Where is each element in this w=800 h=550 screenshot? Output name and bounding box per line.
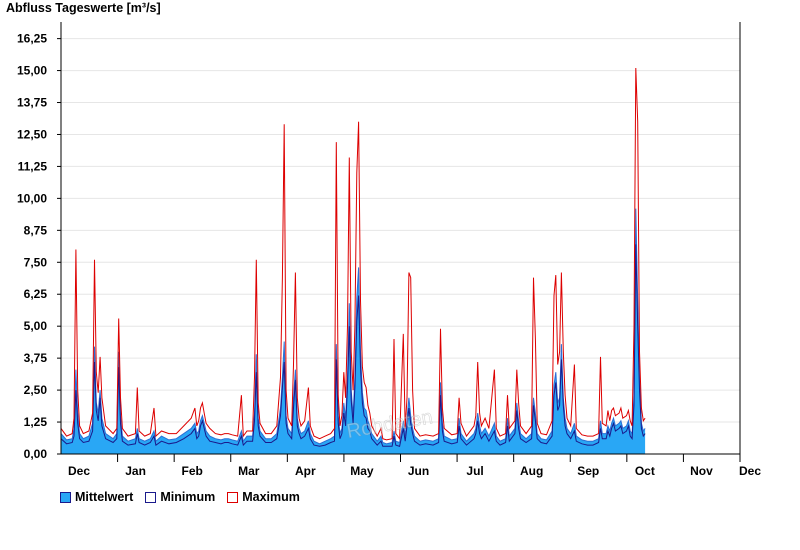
x-tick-label: Jan bbox=[125, 464, 146, 478]
y-tick-label: 1,25 bbox=[24, 415, 48, 429]
legend-item-minimum: Minimum bbox=[145, 490, 215, 504]
y-tick-label: 12,50 bbox=[17, 127, 47, 141]
x-tick-label: Dec bbox=[739, 464, 761, 478]
legend-label-mittelwert: Mittelwert bbox=[75, 490, 134, 504]
legend-swatch-mittelwert bbox=[60, 491, 71, 503]
legend-swatch-maximum bbox=[227, 491, 239, 503]
y-tick-label: 2,50 bbox=[24, 383, 48, 397]
x-tick-label: Jul bbox=[466, 464, 483, 478]
y-tick-label: 10,00 bbox=[17, 191, 47, 205]
y-tick-label: 3,75 bbox=[24, 351, 48, 365]
y-tick-label: 0,00 bbox=[24, 447, 48, 461]
y-tick-label: 7,50 bbox=[24, 255, 48, 269]
y-tick-label: 6,25 bbox=[24, 287, 48, 301]
legend-item-maximum: Maximum bbox=[227, 490, 300, 504]
legend-label-minimum: Minimum bbox=[160, 490, 216, 504]
legend-swatch-minimum bbox=[145, 491, 157, 503]
x-tick-label: Jun bbox=[408, 464, 429, 478]
legend: Mittelwert Minimum Maximum bbox=[60, 490, 300, 504]
x-tick-label: Dec bbox=[68, 464, 90, 478]
gridlines bbox=[61, 38, 740, 423]
chart-title: Abfluss Tageswerte [m³/s] bbox=[6, 1, 161, 15]
x-tick-label: Nov bbox=[690, 464, 713, 478]
x-tick-label: Sep bbox=[577, 464, 599, 478]
y-tick-label: 8,75 bbox=[24, 223, 48, 237]
y-tick-label: 11,25 bbox=[18, 159, 48, 173]
legend-label-maximum: Maximum bbox=[242, 490, 300, 504]
minimum-line bbox=[60, 244, 646, 447]
x-tick-label: May bbox=[350, 464, 374, 478]
y-tick-label: 15,00 bbox=[17, 64, 47, 78]
y-tick-label: 13,75 bbox=[17, 96, 47, 110]
y-tick-label: 16,25 bbox=[17, 32, 47, 46]
y-tick-label: 5,00 bbox=[24, 319, 48, 333]
legend-item-mittelwert: Mittelwert bbox=[60, 490, 133, 504]
axes: 0,00 1,25 2,50 3,75 5,00 6,25 7,50 8,75 10,00 11,… bbox=[17, 22, 761, 478]
series-layer bbox=[60, 67, 646, 454]
x-tick-label: Feb bbox=[181, 464, 202, 478]
mittelwert-area bbox=[61, 208, 646, 454]
x-tick-label: Mar bbox=[238, 464, 260, 478]
x-tick-label: Apr bbox=[295, 464, 316, 478]
x-tick-label: Oct bbox=[635, 464, 655, 478]
x-tick-label: Aug bbox=[520, 464, 543, 478]
maximum-line bbox=[60, 67, 646, 441]
